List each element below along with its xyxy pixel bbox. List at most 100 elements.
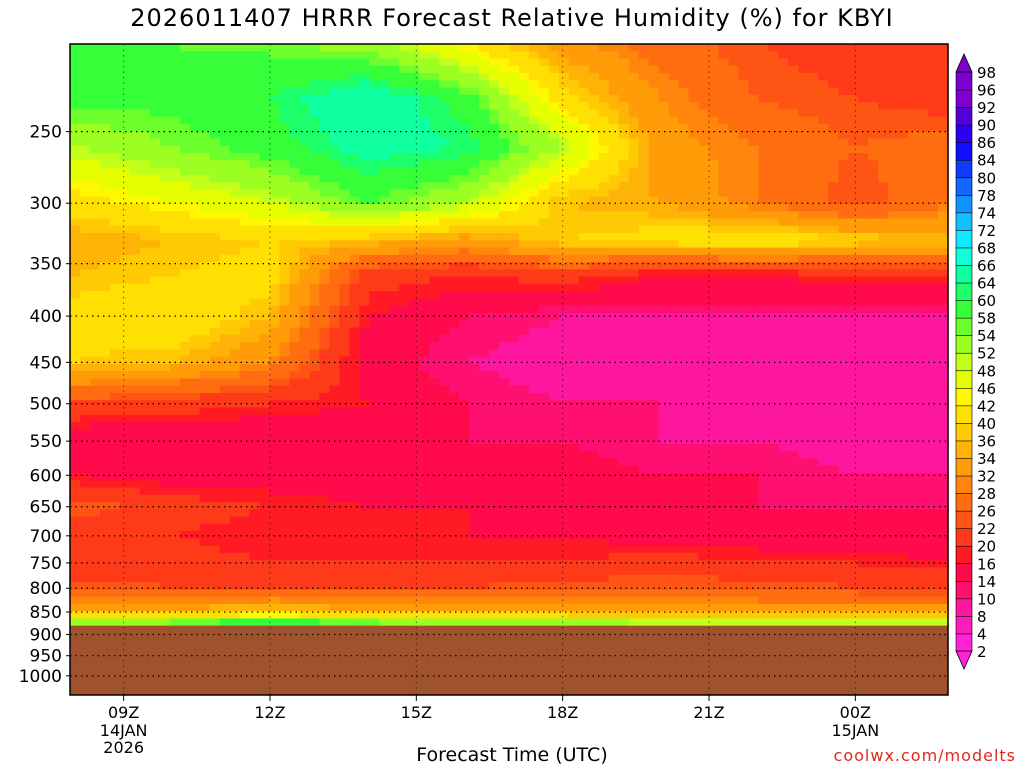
heatmap-cell bbox=[888, 443, 899, 452]
heatmap-cell bbox=[139, 429, 151, 438]
heatmap-cell bbox=[658, 269, 670, 278]
heatmap-cell bbox=[858, 116, 869, 125]
heatmap-cell bbox=[459, 407, 470, 416]
heatmap-cell bbox=[908, 189, 919, 198]
heatmap-cell bbox=[199, 167, 211, 176]
heatmap-cell bbox=[139, 298, 151, 307]
heatmap-cell bbox=[628, 225, 640, 234]
heatmap-cell bbox=[469, 342, 480, 350]
heatmap-cell bbox=[568, 247, 580, 256]
heatmap-cell bbox=[828, 407, 839, 416]
heatmap-cell bbox=[409, 429, 420, 438]
heatmap-cell bbox=[588, 153, 600, 161]
heatmap-cell bbox=[578, 327, 590, 336]
heatmap-cell bbox=[409, 436, 420, 445]
heatmap-cell bbox=[259, 116, 271, 125]
heatmap-cell bbox=[219, 182, 231, 191]
heatmap-cell bbox=[798, 385, 809, 394]
heatmap-cell bbox=[718, 196, 730, 205]
heatmap-cell bbox=[109, 443, 121, 452]
heatmap-cell bbox=[459, 283, 470, 292]
heatmap-cell bbox=[588, 109, 600, 118]
heatmap-cell bbox=[618, 298, 630, 307]
heatmap-cell bbox=[169, 240, 181, 249]
heatmap-cell bbox=[938, 371, 949, 380]
heatmap-cell bbox=[349, 58, 360, 67]
heatmap-cell bbox=[798, 363, 809, 372]
heatmap-cell bbox=[688, 393, 700, 401]
heatmap-cell bbox=[509, 313, 520, 321]
heatmap-cell bbox=[219, 167, 231, 176]
heatmap-cell bbox=[209, 436, 221, 445]
heatmap-cell bbox=[848, 44, 859, 52]
heatmap-cell bbox=[758, 160, 770, 169]
heatmap-cell bbox=[928, 225, 939, 234]
heatmap-cell bbox=[648, 320, 660, 329]
heatmap-cell bbox=[818, 247, 829, 256]
heatmap-cell bbox=[718, 429, 730, 438]
heatmap-cell bbox=[479, 189, 490, 198]
heatmap-cell bbox=[439, 145, 450, 154]
heatmap-cell bbox=[459, 305, 470, 314]
heatmap-cell bbox=[888, 203, 899, 212]
heatmap-cell bbox=[279, 247, 291, 256]
heatmap-cell bbox=[429, 342, 440, 350]
heatmap-cell bbox=[678, 371, 690, 380]
heatmap-cell bbox=[668, 218, 680, 227]
heatmap-cell bbox=[389, 174, 400, 183]
heatmap-cell bbox=[678, 414, 690, 423]
heatmap-cell bbox=[409, 291, 420, 300]
heatmap-cell bbox=[898, 123, 909, 132]
heatmap-cell bbox=[479, 73, 490, 81]
heatmap-cell bbox=[758, 44, 770, 52]
heatmap-cell bbox=[728, 385, 740, 394]
heatmap-cell bbox=[409, 393, 420, 401]
heatmap-cell bbox=[538, 349, 550, 358]
heatmap-cell bbox=[818, 87, 829, 96]
heatmap-cell bbox=[439, 160, 450, 169]
heatmap-cell bbox=[868, 167, 879, 176]
heatmap-cell bbox=[209, 371, 221, 380]
heatmap-cell bbox=[319, 65, 331, 74]
heatmap-cell bbox=[888, 189, 899, 198]
heatmap-cell bbox=[209, 313, 221, 321]
heatmap-cell bbox=[239, 145, 251, 154]
heatmap-cell bbox=[70, 451, 81, 460]
heatmap-cell bbox=[908, 422, 919, 430]
heatmap-cell bbox=[728, 203, 740, 212]
heatmap-cell bbox=[738, 371, 750, 380]
heatmap-cell bbox=[608, 160, 620, 169]
heatmap-cell bbox=[868, 73, 879, 81]
heatmap-cell bbox=[119, 283, 131, 292]
heatmap-cell bbox=[718, 407, 730, 416]
heatmap-cell bbox=[309, 429, 321, 438]
heatmap-cell bbox=[928, 211, 939, 220]
heatmap-cell bbox=[419, 51, 430, 60]
heatmap-cell bbox=[668, 385, 680, 394]
heatmap-cell bbox=[708, 123, 720, 132]
heatmap-cell bbox=[399, 138, 410, 147]
heatmap-cell bbox=[788, 211, 799, 220]
heatmap-cell bbox=[259, 247, 271, 256]
heatmap-cell bbox=[868, 298, 879, 307]
heatmap-cell bbox=[239, 407, 251, 416]
heatmap-cell bbox=[748, 254, 760, 263]
heatmap-cell bbox=[798, 262, 809, 270]
heatmap-cell bbox=[339, 138, 350, 147]
heatmap-cell bbox=[778, 87, 789, 96]
heatmap-cell bbox=[219, 102, 231, 111]
heatmap-cell bbox=[70, 218, 81, 227]
heatmap-cell bbox=[928, 123, 939, 132]
heatmap-cell bbox=[379, 51, 390, 60]
heatmap-cell bbox=[618, 87, 630, 96]
heatmap-cell bbox=[239, 58, 251, 67]
heatmap-cell bbox=[219, 196, 231, 205]
heatmap-cell bbox=[738, 233, 750, 241]
heatmap-cell bbox=[459, 429, 470, 438]
heatmap-cell bbox=[379, 196, 390, 205]
heatmap-cell bbox=[718, 443, 730, 452]
heatmap-cell bbox=[638, 422, 650, 430]
heatmap-cell bbox=[299, 51, 311, 60]
heatmap-cell bbox=[868, 58, 879, 67]
heatmap-cell bbox=[369, 371, 380, 380]
